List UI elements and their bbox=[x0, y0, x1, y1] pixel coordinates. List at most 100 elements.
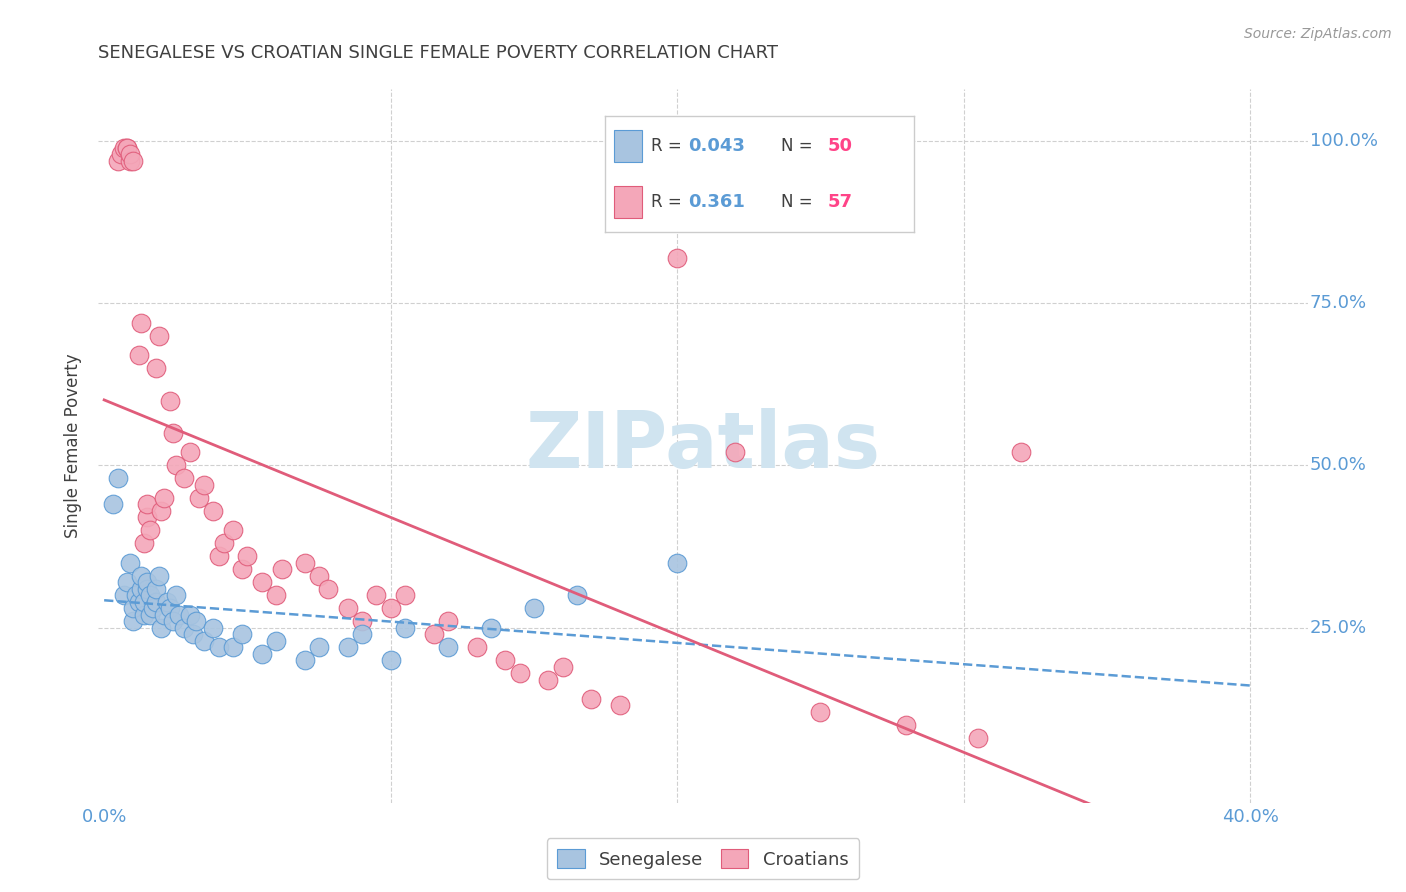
Text: 100.0%: 100.0% bbox=[1310, 132, 1378, 150]
Point bbox=[316, 582, 339, 596]
Point bbox=[1010, 445, 1032, 459]
Point bbox=[181, 627, 204, 641]
Point bbox=[565, 588, 588, 602]
Point bbox=[236, 549, 259, 564]
Point bbox=[139, 607, 162, 622]
Text: R =: R = bbox=[651, 193, 692, 211]
Point bbox=[165, 588, 187, 602]
Point bbox=[437, 640, 460, 654]
Point bbox=[107, 153, 129, 168]
Point bbox=[231, 562, 253, 576]
Point bbox=[187, 491, 209, 505]
Point bbox=[222, 524, 245, 538]
Point bbox=[165, 458, 187, 473]
Point bbox=[115, 575, 138, 590]
Point bbox=[231, 627, 253, 641]
FancyBboxPatch shape bbox=[614, 186, 641, 218]
Point bbox=[380, 601, 402, 615]
Text: SENEGALESE VS CROATIAN SINGLE FEMALE POVERTY CORRELATION CHART: SENEGALESE VS CROATIAN SINGLE FEMALE POV… bbox=[98, 45, 779, 62]
Point bbox=[208, 549, 231, 564]
Point bbox=[167, 607, 190, 622]
Point bbox=[115, 140, 138, 154]
Point bbox=[366, 588, 388, 602]
Text: N =: N = bbox=[780, 193, 818, 211]
Point bbox=[131, 568, 153, 582]
Point bbox=[159, 393, 181, 408]
Point bbox=[810, 705, 832, 719]
Point bbox=[308, 640, 330, 654]
Point bbox=[336, 601, 359, 615]
Point bbox=[666, 556, 689, 570]
Text: Source: ZipAtlas.com: Source: ZipAtlas.com bbox=[1244, 27, 1392, 41]
Point bbox=[136, 510, 159, 524]
Text: 25.0%: 25.0% bbox=[1310, 619, 1367, 637]
Point bbox=[101, 497, 124, 511]
FancyBboxPatch shape bbox=[614, 130, 641, 162]
Point bbox=[153, 491, 176, 505]
Text: 50.0%: 50.0% bbox=[1310, 457, 1367, 475]
Point bbox=[128, 348, 150, 362]
Point bbox=[118, 153, 141, 168]
Point bbox=[380, 653, 402, 667]
Point bbox=[150, 621, 173, 635]
Point bbox=[145, 595, 167, 609]
Point bbox=[142, 601, 165, 615]
Point bbox=[264, 633, 287, 648]
Point bbox=[148, 568, 170, 582]
Point bbox=[422, 627, 444, 641]
Point bbox=[479, 621, 502, 635]
Text: N =: N = bbox=[780, 136, 818, 154]
Text: 50: 50 bbox=[827, 136, 852, 154]
Point bbox=[202, 621, 225, 635]
Point bbox=[222, 640, 245, 654]
Point bbox=[134, 607, 156, 622]
Point bbox=[394, 588, 416, 602]
Text: 0.043: 0.043 bbox=[688, 136, 745, 154]
Point bbox=[173, 471, 195, 485]
Point bbox=[184, 614, 207, 628]
Point bbox=[294, 556, 316, 570]
Point bbox=[173, 621, 195, 635]
Y-axis label: Single Female Poverty: Single Female Poverty bbox=[65, 354, 83, 538]
Point bbox=[294, 653, 316, 667]
Point bbox=[179, 607, 201, 622]
Point bbox=[270, 562, 292, 576]
Point bbox=[394, 621, 416, 635]
Point bbox=[112, 588, 135, 602]
Text: 0.361: 0.361 bbox=[688, 193, 745, 211]
Point bbox=[136, 582, 159, 596]
Point bbox=[162, 614, 184, 628]
Point bbox=[609, 698, 631, 713]
Point bbox=[134, 536, 156, 550]
Point bbox=[509, 666, 531, 681]
Point bbox=[118, 147, 141, 161]
Point bbox=[723, 445, 745, 459]
Point bbox=[350, 614, 373, 628]
Point bbox=[336, 640, 359, 654]
Point bbox=[139, 524, 162, 538]
Point bbox=[179, 445, 201, 459]
Point bbox=[250, 647, 273, 661]
Point bbox=[118, 556, 141, 570]
Text: R =: R = bbox=[651, 136, 688, 154]
Point bbox=[208, 640, 231, 654]
Point bbox=[112, 140, 135, 154]
Point bbox=[193, 633, 215, 648]
Text: 57: 57 bbox=[827, 193, 852, 211]
Point bbox=[156, 595, 179, 609]
Point bbox=[153, 607, 176, 622]
Point bbox=[967, 731, 990, 745]
Point bbox=[145, 361, 167, 376]
Point bbox=[193, 478, 215, 492]
Point bbox=[494, 653, 516, 667]
Point bbox=[250, 575, 273, 590]
Point bbox=[350, 627, 373, 641]
Point bbox=[537, 673, 560, 687]
Point bbox=[666, 251, 689, 265]
Point bbox=[162, 425, 184, 440]
Point bbox=[131, 316, 153, 330]
Point bbox=[159, 601, 181, 615]
Point bbox=[136, 497, 159, 511]
Point bbox=[264, 588, 287, 602]
Point bbox=[214, 536, 236, 550]
